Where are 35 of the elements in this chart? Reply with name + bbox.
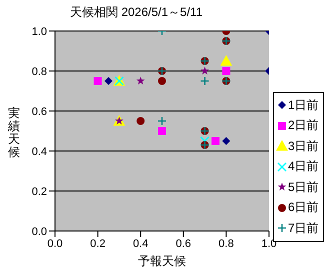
legend-label: 1日前 <box>288 96 319 114</box>
point <box>136 76 145 85</box>
x-tick-label: 0.0 <box>47 238 63 250</box>
x-axis-title: 予報天候 <box>138 254 186 268</box>
legend-label: 3日前 <box>288 138 319 155</box>
y-axis-title: 実績天候 <box>7 106 20 159</box>
point <box>94 77 102 85</box>
point <box>200 66 209 75</box>
y-tick-label: 0.4 <box>32 146 47 158</box>
point <box>200 136 210 146</box>
legend-label: 6日前 <box>288 199 319 216</box>
y-tick-label: 0.0 <box>32 226 47 238</box>
point <box>136 117 145 125</box>
x-tick-label: 0.4 <box>132 238 148 250</box>
chart-title: 天候相関 2026/5/1～5/11 <box>70 4 203 21</box>
x-tick-label: 0.2 <box>90 238 106 250</box>
point <box>200 76 210 86</box>
legend-label: 2日前 <box>288 117 319 134</box>
y-tick-label: 0.6 <box>32 106 47 118</box>
y-tick-label: 0.8 <box>32 66 47 78</box>
y-tick-label: 1.0 <box>32 26 47 38</box>
x-tick-label: 0.8 <box>218 238 234 250</box>
point <box>220 55 232 66</box>
point <box>158 127 166 135</box>
point <box>222 137 230 145</box>
point <box>104 77 112 85</box>
legend-label: 5日前 <box>288 178 319 196</box>
point <box>222 67 230 75</box>
point <box>158 77 166 85</box>
y-tick-label: 0.2 <box>32 186 47 198</box>
point <box>212 137 220 145</box>
point <box>157 116 167 126</box>
legend-label: 4日前 <box>288 158 319 176</box>
legend-label: 7日前 <box>288 220 319 237</box>
x-tick-label: 0.6 <box>176 238 192 250</box>
